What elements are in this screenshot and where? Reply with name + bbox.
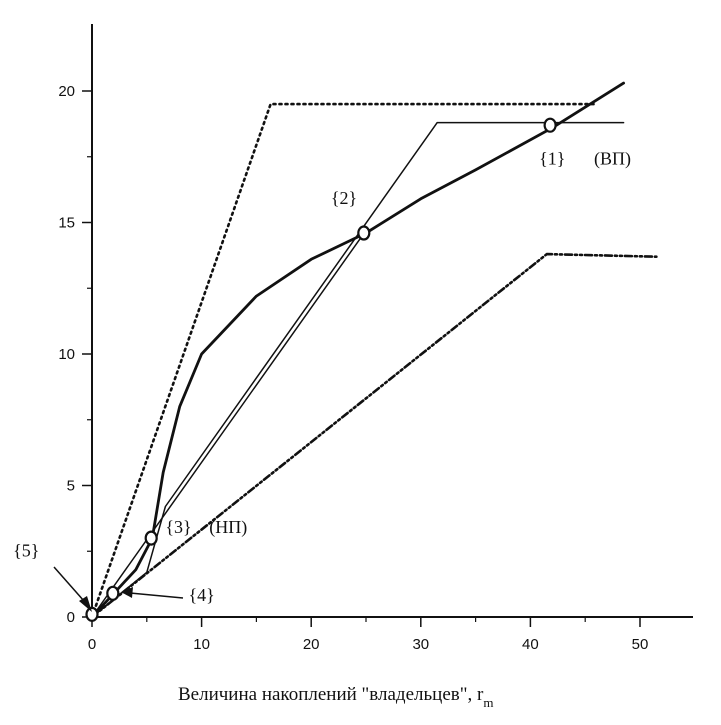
point-marker-3 [144, 530, 158, 546]
series-line-5 [90, 252, 658, 619]
arrows-group [53, 566, 184, 612]
y-tick-label: 0 [67, 609, 75, 626]
axes [91, 24, 693, 618]
annotation-7: {5} [13, 541, 39, 561]
annotation-5: (НП) [209, 517, 247, 538]
arrow-4-shaft [129, 592, 184, 599]
annotation-4: {3} [165, 517, 191, 537]
point-marker-1 [543, 117, 557, 133]
y-tick-label: 15 [58, 215, 75, 232]
ticks: 0 10 20 30 40 50 0 5 10 15 20 [58, 83, 648, 653]
arrow-4-head [121, 587, 133, 598]
y-tick-label: 10 [58, 346, 75, 363]
annotation-1: {1} [539, 149, 565, 169]
annotation-2: (ВП) [594, 149, 631, 170]
annotation-3: {2} [331, 188, 357, 208]
point-marker-2 [357, 225, 371, 241]
arrow-5-head [79, 596, 92, 612]
markers-group [85, 117, 557, 622]
x-tick-label: 30 [412, 636, 429, 653]
x-tick-label: 40 [522, 636, 539, 653]
annotation-6: {4} [188, 585, 214, 605]
y-tick-label: 5 [67, 478, 75, 495]
series-line-3 [90, 81, 625, 619]
series-group [90, 81, 658, 619]
series-line-4 [91, 229, 367, 618]
arrow-5-shaft [53, 566, 85, 602]
series-line-2 [91, 121, 625, 618]
point-marker-4 [106, 585, 120, 601]
x-axis-label: Величина накоплений "владельцев", rm [178, 684, 493, 710]
annotations-group: {1} (ВП) {2} {3} (НП) {4} {5} [13, 149, 631, 606]
x-tick-label: 0 [88, 636, 96, 653]
x-tick-label: 20 [303, 636, 320, 653]
x-tick-label: 10 [193, 636, 210, 653]
series-line-1 [90, 102, 598, 619]
x-tick-label: 50 [632, 636, 649, 653]
point-marker-5 [85, 606, 99, 622]
y-tick-label: 20 [58, 83, 75, 100]
